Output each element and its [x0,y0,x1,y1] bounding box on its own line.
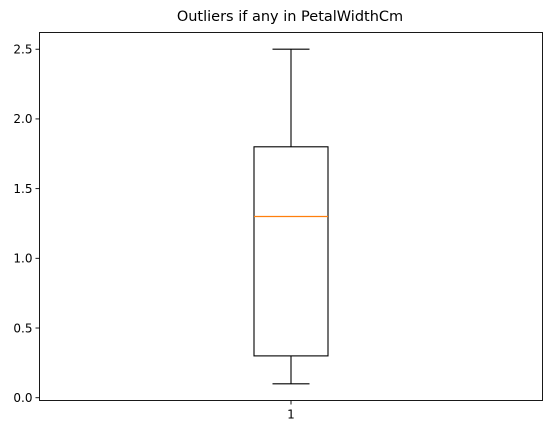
plot-area: 0.0 0.5 1.0 1.5 2.0 2.5 1 [13,32,543,422]
y-tick-label: 2.5 [13,43,32,57]
y-tick-label: 1.5 [13,182,32,196]
y-tick-label: 0.5 [13,321,32,335]
y-tick-label: 2.0 [13,112,32,126]
y-tick-label: 0.0 [13,391,32,405]
iqr-box [253,146,329,357]
chart-title: Outliers if any in PetalWidthCm [177,9,403,25]
y-tick-label: 1.0 [13,252,32,266]
x-tick-label: 1 [287,408,295,422]
